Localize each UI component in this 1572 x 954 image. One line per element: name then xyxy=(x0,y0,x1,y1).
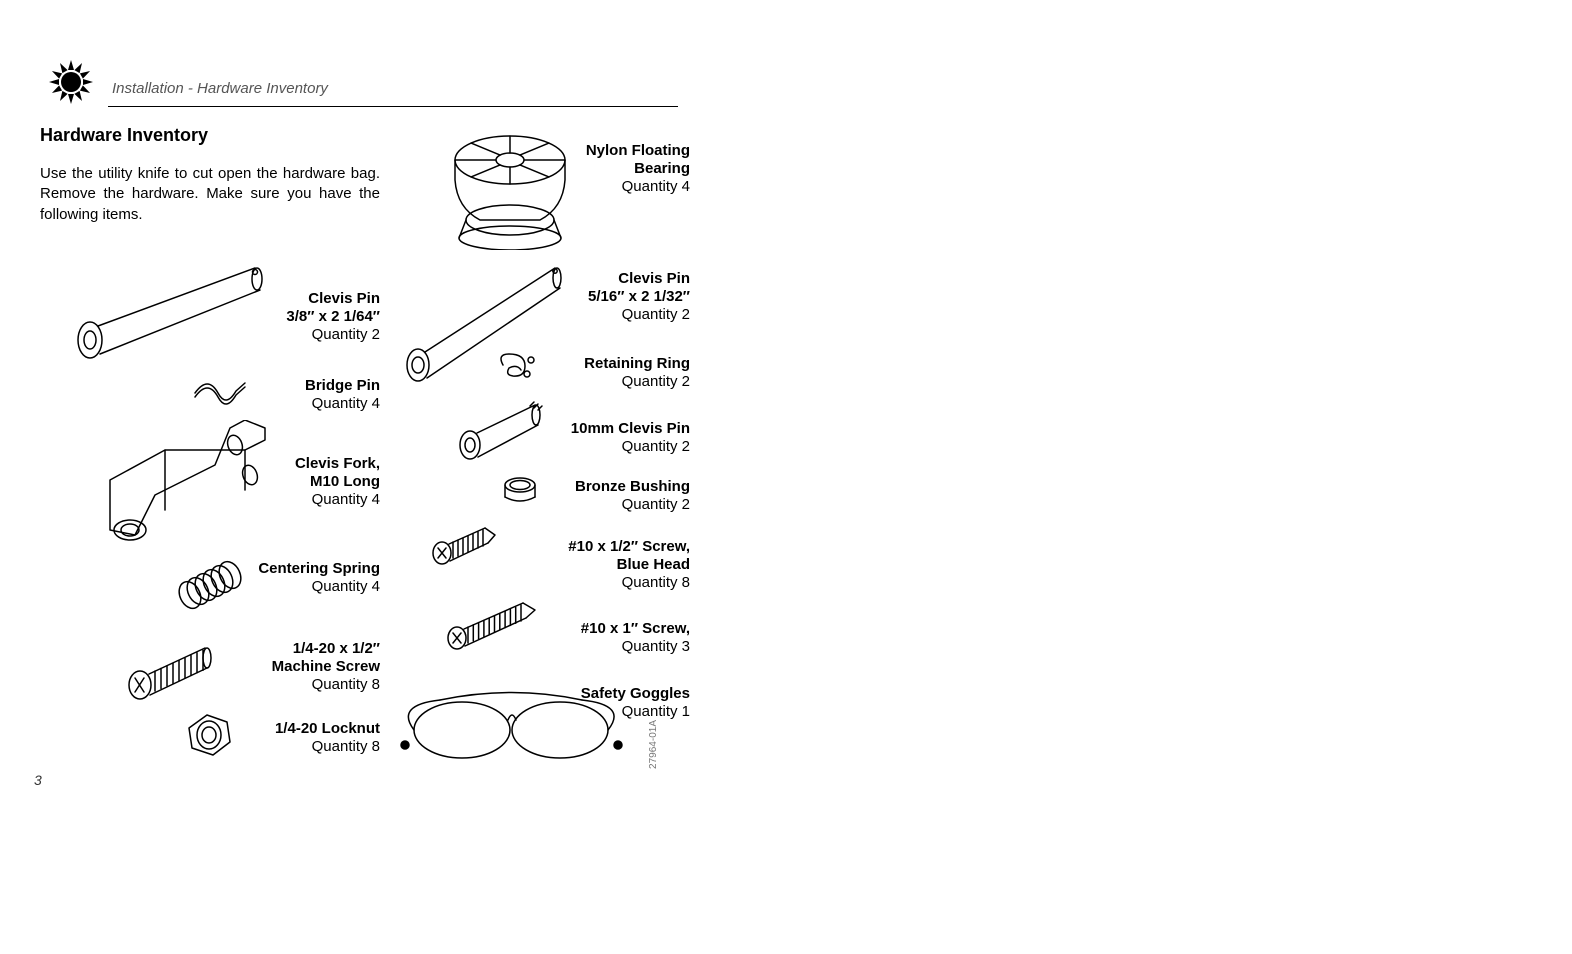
right-illus-1-icon xyxy=(400,260,570,395)
item-name: Nylon Floating Bearing xyxy=(586,142,690,178)
right-item-6: #10 x 1″ Screw,Quantity 3 xyxy=(581,620,690,656)
right-item-4: Bronze BushingQuantity 2 xyxy=(575,478,690,514)
right-illus-0-icon xyxy=(435,130,585,255)
header-title: Installation - Hardware Inventory xyxy=(112,62,328,97)
item-qty: Quantity 4 xyxy=(258,578,380,596)
item-name: Clevis Pin 3/8″ x 2 1/64″ xyxy=(286,290,380,326)
item-name: Clevis Fork, M10 Long xyxy=(295,455,380,491)
item-name: Clevis Pin 5/16″ x 2 1/32″ xyxy=(588,270,690,306)
item-name: 10mm Clevis Pin xyxy=(571,420,690,438)
left-illus-1-icon xyxy=(190,373,250,413)
item-qty: Quantity 8 xyxy=(272,676,380,694)
left-illus-5-icon xyxy=(180,710,235,765)
right-item-2: Retaining RingQuantity 2 xyxy=(584,355,690,391)
left-illus-3-icon xyxy=(175,560,245,615)
page-number: 3 xyxy=(34,772,42,788)
right-item-3: 10mm Clevis PinQuantity 2 xyxy=(571,420,690,456)
left-illus-4-icon xyxy=(125,640,220,705)
item-qty: Quantity 4 xyxy=(295,491,380,509)
right-illus-5-icon xyxy=(430,525,500,570)
item-name: Centering Spring xyxy=(258,560,380,578)
item-qty: Quantity 3 xyxy=(581,638,690,656)
item-qty: Quantity 2 xyxy=(588,306,690,324)
item-name: Bridge Pin xyxy=(305,377,380,395)
left-item-1: Bridge PinQuantity 4 xyxy=(305,377,380,413)
left-illus-2-icon xyxy=(95,420,275,555)
item-name: #10 x 1″ Screw, xyxy=(581,620,690,638)
item-name: #10 x 1/2″ Screw, Blue Head xyxy=(568,538,690,574)
right-illus-2-icon xyxy=(495,350,540,385)
right-illus-4-icon xyxy=(500,475,540,510)
left-item-2: Clevis Fork, M10 LongQuantity 4 xyxy=(295,455,380,509)
item-name: 1/4-20 Locknut xyxy=(275,720,380,738)
item-name: 1/4-20 x 1/2″ Machine Screw xyxy=(272,640,380,676)
item-name: Retaining Ring xyxy=(584,355,690,373)
item-qty: Quantity 2 xyxy=(575,496,690,514)
left-item-4: 1/4-20 x 1/2″ Machine ScrewQuantity 8 xyxy=(272,640,380,694)
sun-logo-icon xyxy=(40,48,102,110)
left-item-0: Clevis Pin 3/8″ x 2 1/64″Quantity 2 xyxy=(286,290,380,344)
left-illus-0-icon xyxy=(70,260,270,375)
right-item-5: #10 x 1/2″ Screw, Blue HeadQuantity 8 xyxy=(568,538,690,592)
right-illus-3-icon xyxy=(455,400,550,465)
item-name: Bronze Bushing xyxy=(575,478,690,496)
right-item-1: Clevis Pin 5/16″ x 2 1/32″Quantity 2 xyxy=(588,270,690,324)
item-qty: Quantity 2 xyxy=(286,326,380,344)
item-qty: Quantity 8 xyxy=(568,574,690,592)
right-item-0: Nylon Floating BearingQuantity 4 xyxy=(586,142,690,196)
item-qty: Quantity 2 xyxy=(584,373,690,391)
document-id: 27964-01A xyxy=(648,720,659,769)
right-illus-6-icon xyxy=(445,600,540,655)
header-rule xyxy=(108,106,678,107)
item-qty: Quantity 2 xyxy=(571,438,690,456)
right-illus-7-icon xyxy=(400,690,625,775)
left-item-5: 1/4-20 LocknutQuantity 8 xyxy=(275,720,380,756)
item-qty: Quantity 4 xyxy=(305,395,380,413)
item-qty: Quantity 8 xyxy=(275,738,380,756)
left-item-3: Centering SpringQuantity 4 xyxy=(258,560,380,596)
item-qty: Quantity 4 xyxy=(586,178,690,196)
